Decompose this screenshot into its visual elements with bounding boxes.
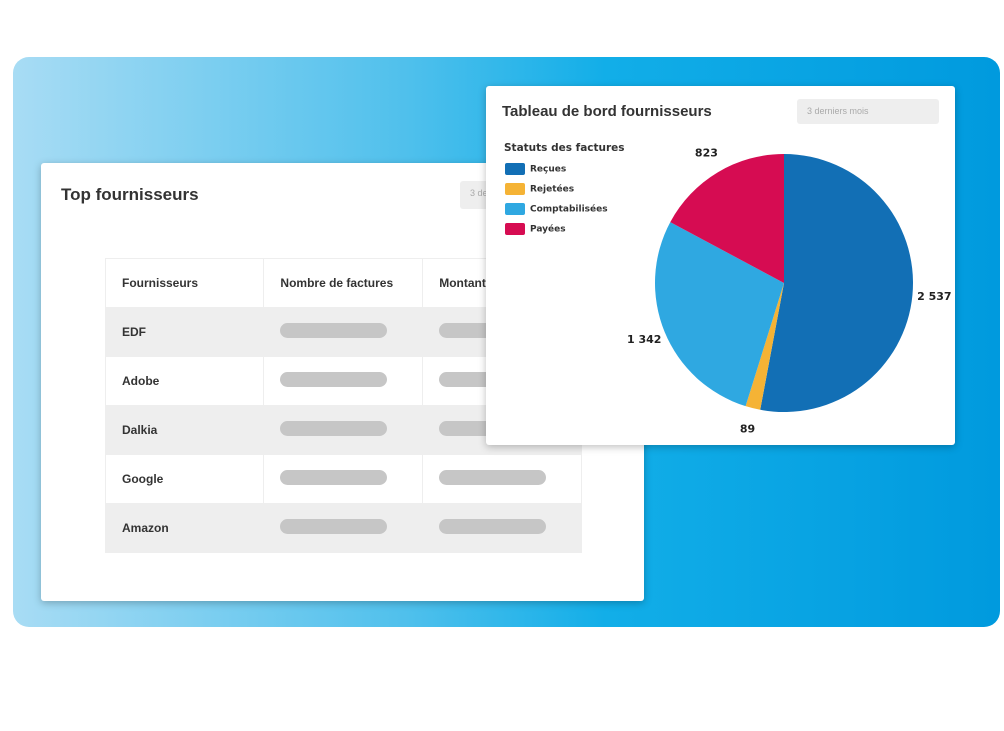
supplier: EDF [104,307,265,357]
row: Amazon [104,503,582,553]
pie-slice [655,222,784,407]
supplier: Google [104,454,265,504]
supplier: Dalkia [104,405,265,455]
value-label: 2 537 [917,290,951,303]
legend-title: Statuts des factures [504,142,625,154]
legend-label: Reçues [530,165,566,175]
dashboard-card: Tableau de bord fournisseurs 3 derniers … [486,86,955,445]
placeholder [280,372,388,387]
value-label: 1 342 [627,333,661,346]
pie-slice [760,154,914,413]
legend-label: Payées [530,224,566,235]
column-header: Nombre de factures [263,258,424,308]
placeholder [280,421,388,436]
pie-slice [745,283,784,410]
column-header: Fournisseurs [104,258,265,308]
placeholder [280,470,388,485]
legend-swatch [505,183,525,195]
value-label: 823 [695,146,718,159]
row: Google [104,454,582,504]
legend-label: Rejetées [530,184,574,195]
suppliers-table: Fournisseurs Nombre de factures Montant … [104,258,582,553]
card-title: Tableau de bord fournisseurs [502,103,712,120]
pie-chart: Statuts des factures 2 537 Reçues 89 Rejeté… [504,142,952,436]
placeholder [439,519,547,534]
placeholder [280,323,388,338]
period-dropdown[interactable]: 3 derniers mois [797,99,939,124]
legend-label: Comptabilisées [530,204,608,215]
legend-swatch [505,223,525,235]
placeholder [280,519,388,534]
legend-swatch [505,203,525,215]
card-title: Top fournisseurs [61,185,199,204]
supplier: Adobe [104,356,265,406]
supplier: Amazon [104,503,265,553]
placeholder [439,470,547,485]
value-label: 89 [740,423,755,436]
legend-swatch [505,163,525,175]
pie-slice [670,154,784,283]
